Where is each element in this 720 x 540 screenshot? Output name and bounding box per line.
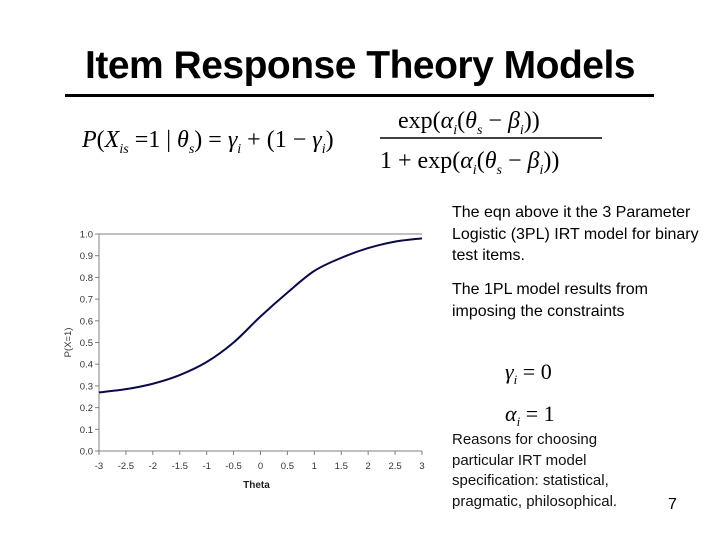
x-tick-label: 0.5 bbox=[281, 461, 294, 472]
x-tick-label: 3 bbox=[419, 461, 424, 472]
x-tick-label: 2.5 bbox=[388, 461, 401, 472]
x-axis-label: Theta bbox=[243, 480, 270, 491]
paragraph-reasons: Reasons for choosing particular IRT mode… bbox=[452, 431, 618, 510]
y-axis-label: P(X=1) bbox=[63, 328, 74, 358]
x-tick-label: -0.5 bbox=[225, 461, 241, 472]
equation-graphic: P(Xis =1 | θs) = γi + (1 − γi) exp(αi(θs… bbox=[81, 108, 602, 178]
y-tick-label: 0.7 bbox=[80, 295, 93, 306]
x-tick-label: -1 bbox=[202, 461, 210, 472]
chart-plot: 0.0 0.1 0.2 0.3 0.4 0.5 0.6 0.7 0.8 0.9 1.0 -3 -2.5 -… bbox=[63, 230, 425, 492]
svg-text:exp(αi(θs − βi)): exp(αi(θs − βi)) bbox=[398, 108, 540, 138]
constraint-alpha: αi = 1 bbox=[505, 401, 555, 429]
x-tick-label: 0 bbox=[258, 461, 263, 472]
y-tick-label: 0.0 bbox=[80, 447, 93, 458]
y-tick-label: 0.6 bbox=[80, 316, 93, 327]
y-tick-label: 0.5 bbox=[80, 338, 93, 349]
paragraph-1pl: The 1PL model results from imposing the … bbox=[452, 281, 648, 320]
title-underline bbox=[65, 94, 654, 97]
3pl-equation: P(Xis =1 | θs) = γi + (1 − γi) exp(αi(θs… bbox=[81, 100, 602, 180]
constraint-gamma: γi = 0 bbox=[505, 359, 552, 387]
x-tick-label: -3 bbox=[95, 461, 103, 472]
paragraph-3pl: The eqn above it the 3 Parameter Logisti… bbox=[452, 204, 699, 264]
x-tick-label: -2.5 bbox=[118, 461, 134, 472]
x-tick-label: -1.5 bbox=[172, 461, 188, 472]
y-tick-label: 0.4 bbox=[80, 360, 93, 371]
x-tick-label: -2 bbox=[149, 461, 157, 472]
svg-text:1 + exp(αi(θs − βi)): 1 + exp(αi(θs − βi)) bbox=[380, 148, 559, 178]
y-tick-label: 1.0 bbox=[80, 230, 93, 241]
icc-chart: 0.0 0.1 0.2 0.3 0.4 0.5 0.6 0.7 0.8 0.9 1.0 -3 -2.5 -… bbox=[60, 210, 440, 505]
y-tick-label: 0.9 bbox=[80, 251, 93, 262]
page-number: 7 bbox=[668, 496, 677, 513]
x-tick-label: 2 bbox=[366, 461, 371, 472]
x-tick-label: 1 bbox=[312, 461, 317, 472]
constraints: γi = 0 αi = 1 bbox=[505, 355, 555, 439]
y-tick-label: 0.8 bbox=[80, 273, 93, 284]
y-tick-label: 0.3 bbox=[80, 381, 93, 392]
slide-title: Item Response Theory Models bbox=[85, 44, 635, 87]
icc-curve bbox=[98, 237, 423, 394]
y-tick-label: 0.1 bbox=[80, 425, 93, 436]
y-tick-label: 0.2 bbox=[80, 403, 93, 414]
svg-text:P(Xis =1 | θs) = γi + (1 − γi): P(Xis =1 | θs) = γi + (1 − γi) bbox=[81, 127, 334, 157]
x-tick-label: 1.5 bbox=[335, 461, 348, 472]
